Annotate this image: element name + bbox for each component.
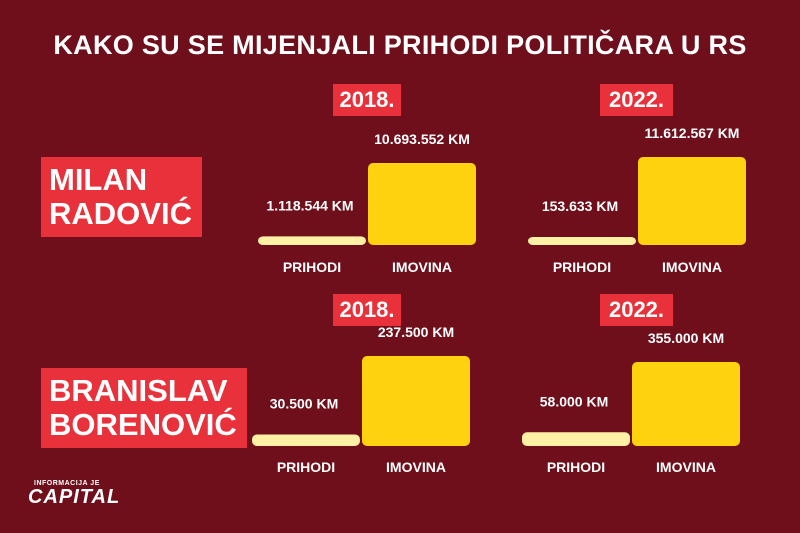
category-label: IMOVINA [386, 459, 446, 475]
bar-imovina [638, 157, 746, 245]
data-label: 237.500 KM [378, 324, 454, 340]
category-label: IMOVINA [392, 259, 452, 275]
category-label: PRIHODI [283, 259, 341, 275]
logo-wordmark: CAPITAL [28, 486, 121, 508]
capital-logo: INFORMACIJA JE CAPITAL [28, 480, 120, 507]
category-label: IMOVINA [656, 459, 716, 475]
politician-name-tag-1: MILAN RADOVIĆ [41, 157, 202, 237]
year-tag-1: 2018. [333, 84, 401, 116]
category-label: PRIHODI [553, 259, 611, 275]
category-label: IMOVINA [662, 259, 722, 275]
bar-imovina [362, 356, 470, 446]
data-label: 153.633 KM [542, 198, 618, 214]
data-label: 355.000 KM [648, 330, 724, 346]
bar-prihodi [528, 237, 636, 245]
page-title: KAKO SU SE MIJENJALI PRIHODI POLITIČARA … [53, 30, 747, 60]
politician-2-first-name: BRANISLAV [49, 373, 228, 408]
bar-prihodi [522, 432, 630, 446]
year-tag-2: 2018. [333, 294, 401, 326]
politician-2-last-name: BORENOVIĆ [49, 407, 237, 442]
data-label: 10.693.552 KM [374, 131, 470, 147]
data-label: 58.000 KM [540, 393, 608, 409]
bar-prihodi [258, 236, 366, 245]
year-tag-3: 2022. [600, 84, 673, 116]
bar-imovina [632, 362, 740, 446]
year-tag-4: 2022. [600, 294, 673, 326]
data-label: 11.612.567 KM [645, 125, 740, 141]
logo-tagline: INFORMACIJA JE [34, 480, 100, 487]
bar-imovina [368, 163, 476, 245]
data-label: 1.118.544 KM [266, 197, 353, 213]
politician-1-first-name: MILAN [49, 162, 148, 197]
politician-1-last-name: RADOVIĆ [49, 196, 192, 231]
politician-name-tag-2: BRANISLAV BORENOVIĆ [41, 368, 247, 448]
category-label: PRIHODI [547, 459, 605, 475]
category-label: PRIHODI [277, 459, 335, 475]
bar-prihodi [252, 434, 360, 446]
data-label: 30.500 KM [270, 395, 338, 411]
